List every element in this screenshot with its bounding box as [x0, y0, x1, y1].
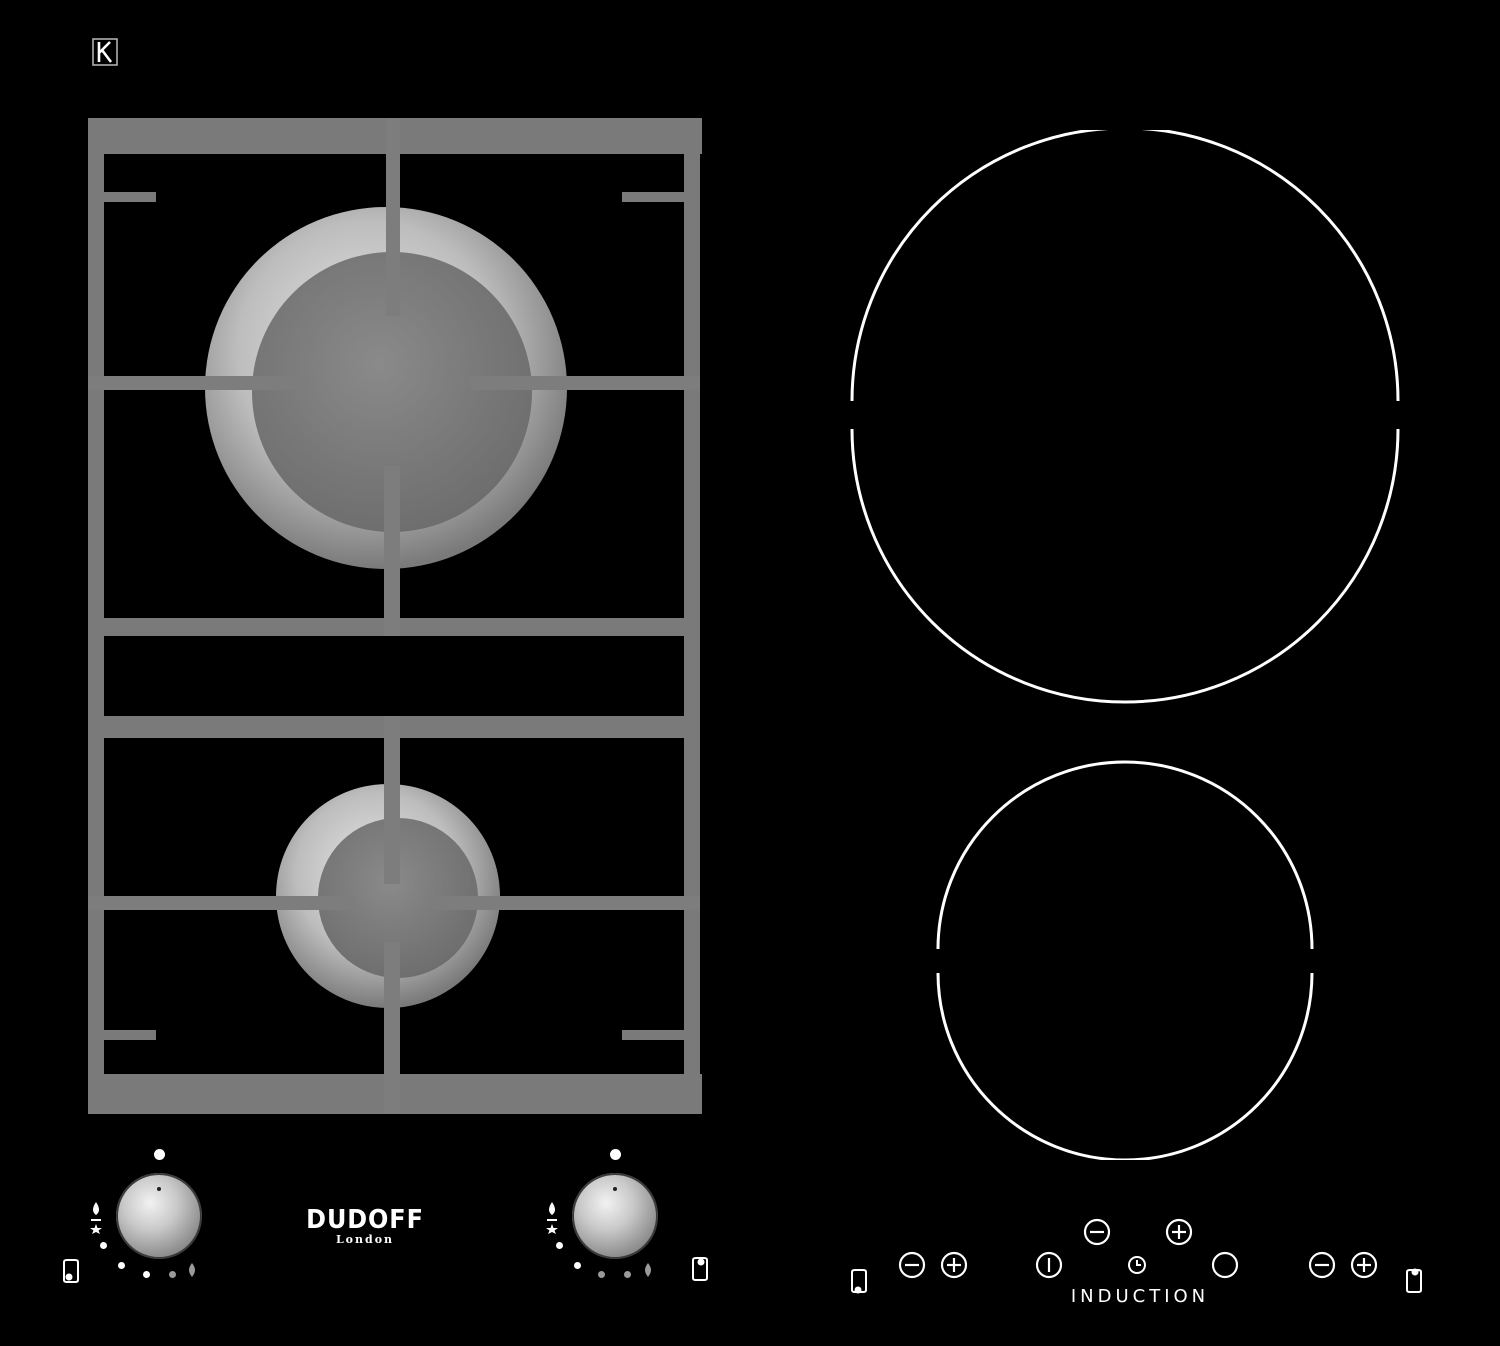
knob-scale-dot: [143, 1271, 150, 1278]
zone-rear-indicator-icon: [1404, 1266, 1424, 1294]
zone-front-indicator-icon: [849, 1268, 869, 1296]
timer-plus-button[interactable]: [1165, 1218, 1193, 1246]
left-burner-knob[interactable]: [116, 1173, 202, 1259]
small-flame-icon: [186, 1262, 198, 1278]
timer-button[interactable]: [1127, 1255, 1147, 1275]
front-zone-plus-button[interactable]: [940, 1251, 968, 1279]
minus-icon: [1308, 1251, 1336, 1279]
brand-location: London: [335, 1233, 395, 1246]
small-flame-icon: [642, 1262, 654, 1278]
right-knob-indicator-dot: [610, 1149, 621, 1160]
knob-scale-dot: [169, 1271, 176, 1278]
induction-hob-section: [840, 130, 1410, 1160]
left-knob-indicator-dot: [154, 1149, 165, 1160]
flame-star-icon: [88, 1200, 104, 1236]
large-gas-burner: [205, 207, 567, 569]
knob-scale-dot: [574, 1262, 581, 1269]
brand-logo-icon: [92, 38, 118, 66]
right-burner-knob[interactable]: [572, 1173, 658, 1259]
minus-icon: [898, 1251, 926, 1279]
plus-icon: [1165, 1218, 1193, 1246]
knob-scale-dot: [624, 1271, 631, 1278]
brand-logo: DUDOFF London: [300, 1206, 430, 1246]
plus-icon: [1350, 1251, 1378, 1279]
burner-position-icon: [61, 1258, 81, 1284]
knob-scale-dot: [118, 1262, 125, 1269]
burner-position-icon: [690, 1256, 710, 1282]
lock-icon: [1211, 1251, 1239, 1279]
knob-scale-dot: [556, 1242, 563, 1249]
minus-icon: [1083, 1218, 1111, 1246]
small-induction-zone: [936, 760, 1314, 1160]
timer-icon: [1128, 1256, 1146, 1274]
plus-icon: [940, 1251, 968, 1279]
front-zone-minus-button[interactable]: [898, 1251, 926, 1279]
rear-zone-plus-button[interactable]: [1350, 1251, 1378, 1279]
gas-grate-illustration: [88, 118, 702, 1114]
power-button[interactable]: [1035, 1251, 1063, 1279]
flame-star-icon: [544, 1200, 560, 1236]
large-induction-zone: [850, 130, 1400, 704]
lock-button[interactable]: [1211, 1251, 1239, 1279]
power-icon: [1035, 1251, 1063, 1279]
knob-scale-dot: [100, 1242, 107, 1249]
brand-name: DUDOFF: [306, 1205, 424, 1235]
gas-hob-section: [86, 116, 704, 1116]
induction-label: INDUCTION: [1070, 1286, 1210, 1307]
knob-scale-dot: [598, 1271, 605, 1278]
timer-minus-button[interactable]: [1083, 1218, 1111, 1246]
small-gas-burner: [276, 784, 500, 1008]
rear-zone-minus-button[interactable]: [1308, 1251, 1336, 1279]
